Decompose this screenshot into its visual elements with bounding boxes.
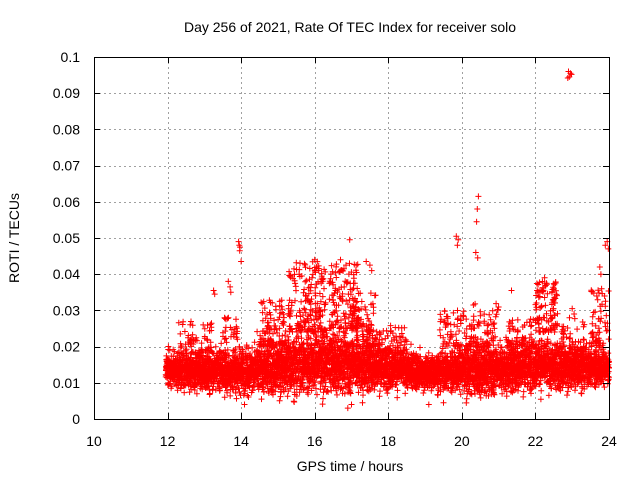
- data-point: [520, 388, 527, 395]
- data-point: [417, 344, 423, 351]
- data-point: [231, 349, 238, 356]
- data-point: [224, 346, 231, 353]
- data-point: [241, 401, 248, 408]
- data-point: [224, 389, 231, 396]
- data-point: [213, 375, 220, 382]
- data-point: [284, 393, 291, 400]
- data-point: [165, 343, 172, 350]
- data-point: [331, 332, 338, 338]
- data-point: [276, 397, 283, 404]
- data-point: [199, 386, 206, 393]
- data-point: [291, 399, 298, 405]
- data-point: [408, 341, 414, 348]
- data-point: [177, 385, 184, 392]
- data-point: [212, 343, 219, 350]
- data-point: [334, 391, 340, 398]
- data-point: [188, 386, 195, 393]
- data-point: [186, 389, 193, 396]
- data-point: [254, 328, 261, 335]
- data-point: [168, 383, 175, 390]
- data-points: [162, 68, 612, 412]
- data-point: [314, 391, 320, 398]
- data-point: [258, 396, 265, 403]
- data-point: [232, 346, 239, 352]
- data-point: [520, 393, 527, 400]
- data-point: [218, 340, 225, 347]
- data-point: [231, 383, 238, 390]
- data-point: [207, 339, 214, 346]
- data-point: [402, 390, 409, 397]
- data-point: [319, 401, 326, 408]
- data-point: [477, 394, 484, 401]
- data-point: [181, 389, 188, 396]
- data-point: [394, 394, 401, 401]
- data-point: [394, 387, 401, 394]
- data-point: [193, 390, 200, 397]
- data-point: [206, 390, 213, 397]
- data-point: [221, 394, 228, 401]
- data-point: [233, 395, 240, 402]
- data-point: [377, 388, 383, 395]
- data-point: [223, 383, 229, 390]
- data-point: [420, 390, 427, 396]
- data-point: [365, 388, 372, 395]
- data-point: [227, 392, 234, 399]
- data-point: [174, 387, 181, 394]
- data-point: [217, 387, 223, 394]
- data-point: [320, 395, 326, 402]
- data-point: [200, 352, 207, 359]
- data-point: [166, 347, 173, 354]
- data-point: [223, 339, 230, 346]
